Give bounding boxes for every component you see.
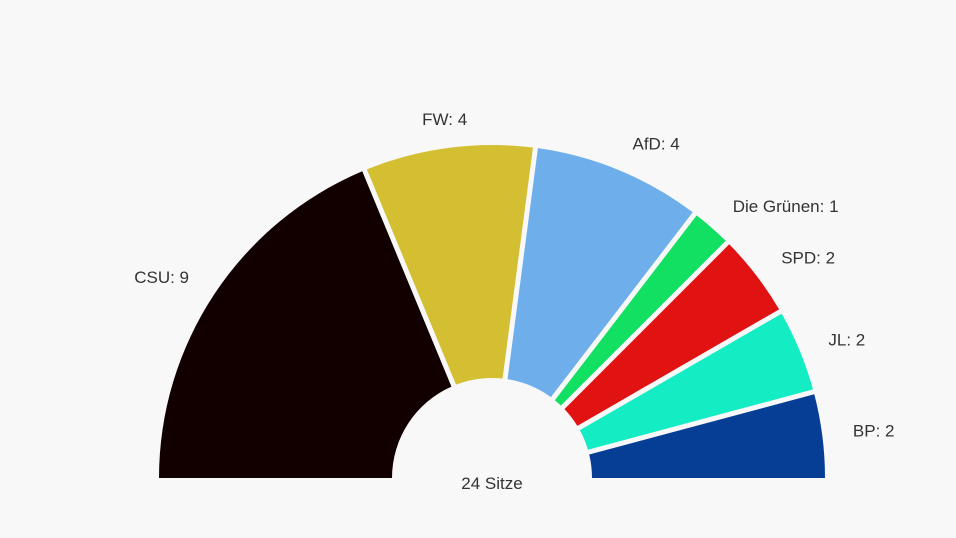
segment-bp: [589, 394, 825, 478]
label-csu: CSU: 9: [134, 268, 189, 287]
chart-labels: CSU: 9 FW: 4 AfD: 4 Die Grünen: 1 SPD: 2 JL: …: [134, 110, 894, 441]
total-seats-label: 24 Sitze: [461, 474, 522, 493]
label-afd: AfD: 4: [633, 135, 680, 154]
segment-csu: [159, 171, 452, 478]
label-bp: BP: 2: [853, 422, 895, 441]
segment-die-grünen: [554, 215, 726, 406]
segment-afd: [507, 148, 693, 398]
label-spd: SPD: 2: [781, 249, 835, 268]
label-jl: JL: 2: [828, 331, 865, 350]
chart-segments: [159, 144, 825, 478]
segment-jl: [579, 313, 813, 450]
label-die-grünen: Die Grünen: 1: [733, 197, 839, 216]
label-fw: FW: 4: [422, 110, 467, 129]
segment-fw: [366, 144, 533, 385]
segment-spd: [564, 244, 780, 426]
